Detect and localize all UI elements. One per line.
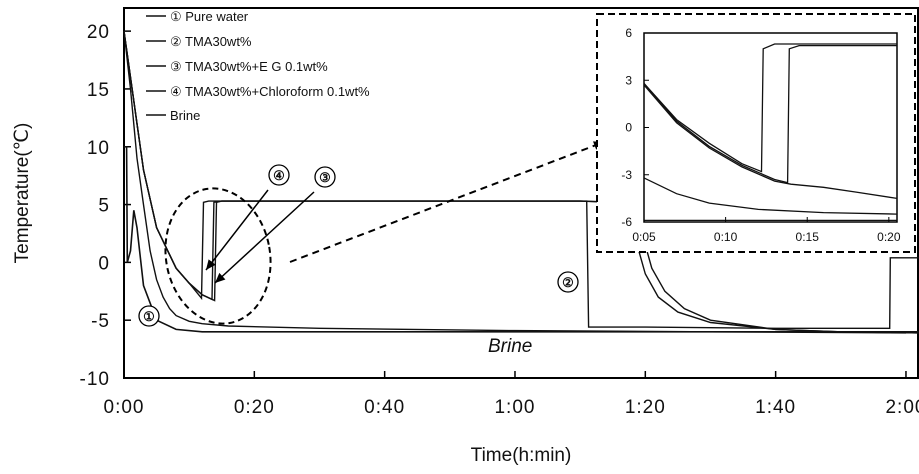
annotation-arrow-4 — [205, 189, 269, 271]
annotation-arrow-3 — [214, 191, 315, 284]
annotation-3-ring — [314, 166, 336, 188]
y-tick-label: 0 — [98, 253, 110, 274]
legend-entry: ④ TMA30wt%+Chloroform 0.1wt% — [170, 84, 370, 99]
annotation-1-ring — [138, 305, 160, 327]
x-tick-label: 1:40 — [755, 397, 796, 418]
series-line — [124, 146, 919, 333]
inset-y-tick-label: 6 — [625, 26, 632, 40]
inset-frame — [596, 13, 916, 253]
highlight-ellipse — [164, 187, 272, 325]
brine-label: Brine — [488, 336, 532, 357]
y-tick-label: -10 — [80, 369, 110, 390]
annotation-4-ring — [268, 164, 290, 186]
legend-entry: ① Pure water — [170, 9, 249, 24]
inset-x-tick-label: 0:10 — [714, 230, 738, 244]
annotation-4: ④ — [273, 168, 285, 183]
annotation-arrow-4-head — [206, 259, 216, 270]
inset-series-line — [644, 43, 897, 173]
y-tick-label: 20 — [87, 22, 110, 43]
x-tick-label: 1:20 — [625, 397, 666, 418]
inset-series-group — [644, 43, 897, 222]
inset-x-tick-label: 0:15 — [796, 230, 820, 244]
annotation-3: ③ — [319, 170, 331, 185]
x-tick-label: 0:40 — [364, 397, 405, 418]
annotation-2: ② — [562, 275, 574, 290]
zoom-arrow — [289, 141, 605, 263]
series-line — [123, 31, 919, 329]
x-tick-label: 2:00 — [885, 397, 919, 418]
legend-entry: Brine — [170, 108, 200, 123]
series-line — [123, 31, 907, 334]
inset-series-line — [644, 84, 897, 200]
legend-entry: ③ TMA30wt%+E G 0.1wt% — [170, 59, 328, 74]
inset-y-tick-label: -3 — [621, 168, 632, 182]
y-tick-label: 15 — [87, 80, 110, 101]
inset-series-line — [644, 44, 897, 184]
y-tick-label: 5 — [98, 196, 110, 217]
annotation-1: ① — [143, 309, 155, 324]
legend-entry: ② TMA30wt% — [170, 34, 252, 49]
x-tick-label: 1:00 — [494, 397, 535, 418]
x-tick-label: 0:20 — [234, 397, 275, 418]
inset-series-line — [644, 177, 897, 215]
inset-y-tick-label: -6 — [621, 215, 632, 229]
inset-x-tick-label: 0:05 — [632, 230, 656, 244]
annotation-2-ring — [557, 271, 579, 293]
plot-frame — [123, 7, 919, 379]
annotation-arrow-3-head — [215, 272, 226, 283]
y-tick-label: -5 — [91, 311, 110, 332]
x-axis-label: Time(h:min) — [471, 445, 572, 466]
y-axis-label: Temperature(℃) — [12, 123, 33, 264]
inset-y-tick-label: 3 — [625, 73, 632, 87]
y-tick-label: 10 — [87, 138, 110, 159]
x-tick-label: 0:00 — [104, 397, 145, 418]
inset-y-tick-label: 0 — [625, 121, 632, 135]
inset-x-tick-label: 0:20 — [877, 230, 901, 244]
